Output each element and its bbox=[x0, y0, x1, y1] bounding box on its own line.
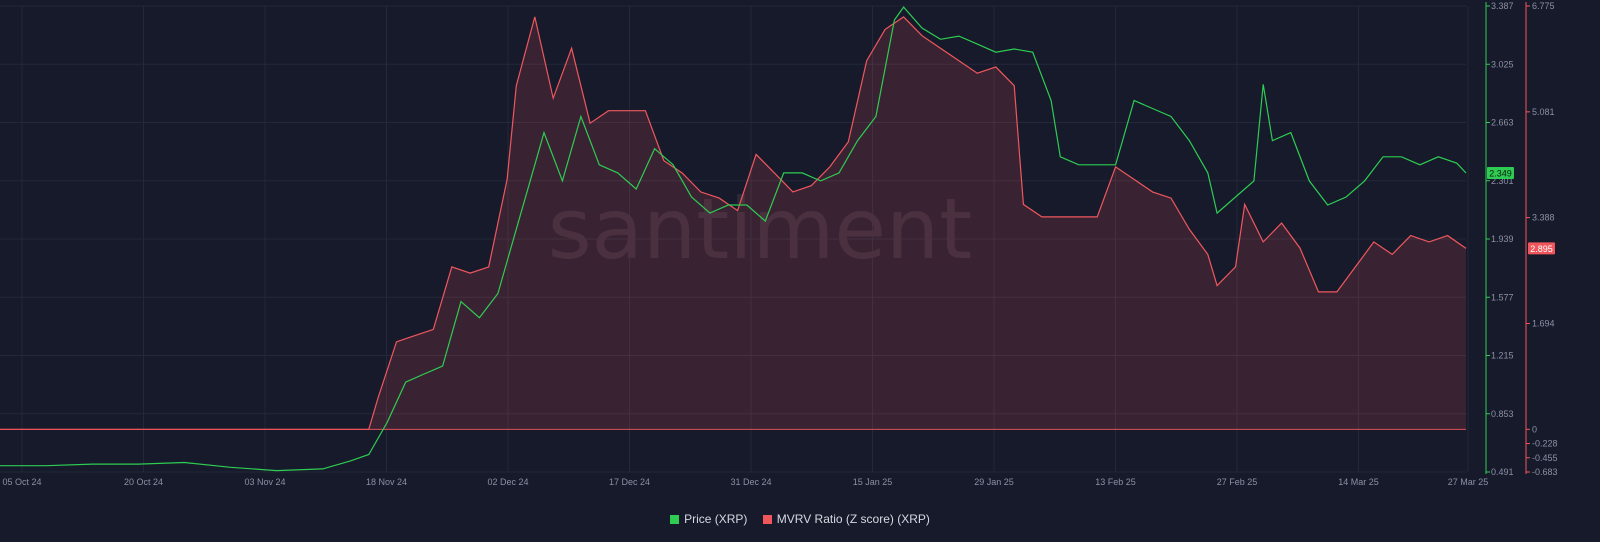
x-tick-label: 27 Feb 25 bbox=[1217, 477, 1258, 487]
series-layer bbox=[0, 6, 1467, 472]
price-tick-label: 1.939 bbox=[1491, 234, 1514, 244]
price-tick-label: 3.025 bbox=[1491, 59, 1514, 69]
price-tick-label: 1.215 bbox=[1491, 351, 1514, 361]
price-line bbox=[0, 6, 1467, 472]
x-tick-label: 05 Oct 24 bbox=[2, 477, 41, 487]
price-tick-label: 0.853 bbox=[1491, 409, 1514, 419]
grid bbox=[0, 5, 1469, 473]
legend-label-price: Price (XRP) bbox=[684, 512, 748, 526]
mvrv-tick-label: 0 bbox=[1532, 424, 1537, 434]
mvrv-current-badge bbox=[1528, 242, 1555, 255]
price-current-badge bbox=[1487, 167, 1514, 180]
mvrv-tick-label: 3.388 bbox=[1532, 213, 1555, 223]
price-tick-label: 3.387 bbox=[1491, 1, 1514, 11]
x-tick-label: 20 Oct 24 bbox=[124, 477, 163, 487]
mvrv-current-value: 2.895 bbox=[1530, 244, 1553, 254]
mvrv-tick-label: 5.081 bbox=[1532, 107, 1555, 117]
x-tick-label: 17 Dec 24 bbox=[609, 477, 650, 487]
legend-label-mvrv: MVRV Ratio (Z score) (XRP) bbox=[776, 512, 930, 526]
price-current-value: 2.349 bbox=[1489, 169, 1512, 179]
mvrv-tick-label: 6.775 bbox=[1532, 1, 1555, 11]
price-swatch-icon bbox=[670, 514, 680, 524]
mvrv-line bbox=[0, 16, 1467, 430]
price-tick-label: 0.491 bbox=[1491, 467, 1514, 477]
x-tick-label: 02 Dec 24 bbox=[487, 477, 528, 487]
price-tick-label: 2.663 bbox=[1491, 118, 1514, 128]
legend-item-price[interactable]: Price (XRP) bbox=[670, 512, 747, 526]
x-tick-label: 29 Jan 25 bbox=[974, 477, 1014, 487]
mvrv-tick-label: -0.455 bbox=[1532, 453, 1558, 463]
x-tick-label: 03 Nov 24 bbox=[244, 477, 285, 487]
x-tick-label: 27 Mar 25 bbox=[1448, 477, 1489, 487]
price-tick-label: 1.577 bbox=[1491, 292, 1514, 302]
mvrv-tick-label: 1.694 bbox=[1532, 318, 1555, 328]
price-tick-label: 2.301 bbox=[1491, 176, 1514, 186]
legend: Price (XRP) MVRV Ratio (Z score) (XRP) bbox=[0, 512, 1600, 527]
watermark: santiment bbox=[548, 180, 972, 278]
axes: 05 Oct 24 20 Oct 24 03 Nov 24 18 Nov 24 02 D… bbox=[2, 1, 1557, 487]
x-tick-label: 13 Feb 25 bbox=[1095, 477, 1136, 487]
x-tick-label: 31 Dec 24 bbox=[730, 477, 771, 487]
legend-item-mvrv[interactable]: MVRV Ratio (Z score) (XRP) bbox=[762, 512, 930, 526]
mvrv-tick-label: -0.683 bbox=[1532, 467, 1558, 477]
x-tick-label: 18 Nov 24 bbox=[366, 477, 407, 487]
mvrv-tick-label: -0.228 bbox=[1532, 439, 1558, 449]
mvrv-area bbox=[0, 16, 1466, 430]
x-tick-label: 15 Jan 25 bbox=[853, 477, 893, 487]
mvrv-swatch-icon bbox=[762, 514, 772, 524]
x-tick-label: 14 Mar 25 bbox=[1338, 477, 1379, 487]
